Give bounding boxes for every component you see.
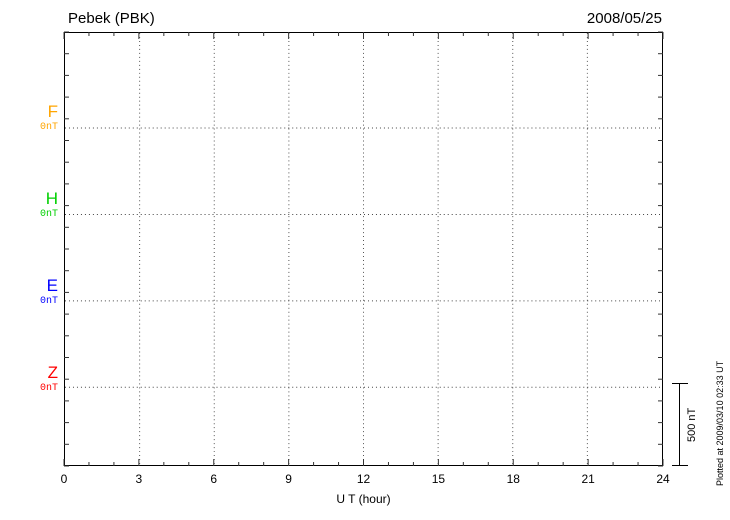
x-tick-label: 9 [285,472,292,486]
x-tick-label: 24 [656,472,670,486]
x-tick-label: 3 [135,472,143,486]
component-letter-z: Z [47,362,58,382]
plotted-at-timestamp: Plotted at 2009/03/10 02:33 UT [715,360,725,486]
plot-area [64,32,663,466]
x-tick-label: 21 [581,472,595,486]
component-label-z: Z 0nT [28,364,58,395]
component-label-h: H 0nT [28,190,58,221]
x-tick-label: 6 [210,472,218,486]
station-title: Pebek (PBK) [68,10,155,27]
component-baseline-value-e: 0nT [39,296,58,308]
scale-bar-label: 500 nT [686,407,698,442]
component-letter-e: E [46,276,58,296]
scale-bar-line [679,383,680,466]
scale-bar-top-cap [672,383,688,384]
component-letter-h: H [45,189,58,209]
component-baseline-value-z: 0nT [39,382,58,394]
component-baseline-value-h: 0nT [39,209,58,221]
component-baseline-value-f: 0nT [39,122,58,134]
x-axis-title: U T (hour) [336,492,391,506]
x-tick-label: 18 [506,472,520,486]
component-label-e: E 0nT [28,277,58,308]
x-tick-label: 12 [356,472,371,486]
component-label-f: F 0nT [28,103,58,134]
x-tick-label: 0 [60,472,68,486]
scale-bar-bottom-cap [672,465,688,466]
observation-date: 2008/05/25 [586,10,662,27]
x-tick-label: 15 [431,472,446,486]
grid-lines [65,33,662,465]
component-letter-f: F [47,102,58,122]
scale-bar [672,383,688,466]
